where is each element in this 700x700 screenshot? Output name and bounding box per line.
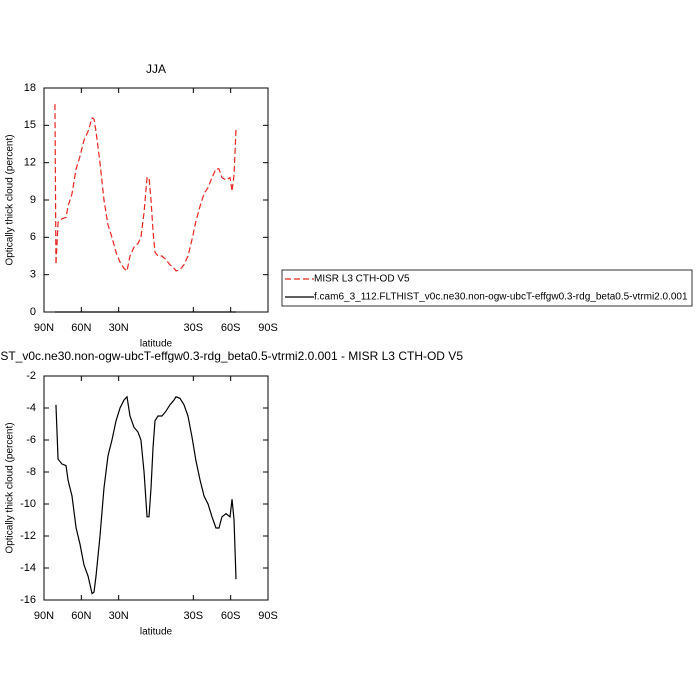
y-tick-label: 12 [24,157,36,169]
y-tick-label: -6 [26,434,36,446]
y-tick-label: 0 [30,306,36,318]
data-line [54,104,237,273]
chart-title: JJA [146,62,166,76]
y-tick-label: -12 [20,530,36,542]
x-axis-label: latitude [140,627,173,638]
chart-title: f.cam6_3_112.FLTHIST_v0c.ne30.non-ogw-ub… [0,349,463,363]
y-tick-label: 3 [30,269,36,281]
y-tick-label: -2 [26,370,36,382]
x-tick-label: 60S [221,610,241,622]
x-tick-label: 60N [71,610,91,622]
x-tick-label: 30N [109,610,129,622]
x-tick-label: 90N [34,322,54,334]
legend-box [281,269,693,307]
y-axis-label: Optically thick cloud (percent) [5,422,16,553]
y-tick-label: 15 [24,119,36,131]
x-tick-label: 30S [184,322,204,334]
y-tick-label: -8 [26,466,36,478]
y-tick-label: 9 [30,194,36,206]
legend-label: f.cam6_3_112.FLTHIST_v0c.ne30.non-ogw-ub… [314,292,688,303]
y-axis-label: Optically thick cloud (percent) [5,134,16,265]
x-tick-label: 30S [184,610,204,622]
y-tick-label: -10 [20,498,36,510]
x-tick-label: 60N [71,322,91,334]
y-tick-label: -14 [20,562,36,574]
x-axis-label: latitude [140,339,173,350]
y-tick-label: 6 [30,231,36,243]
y-tick-label: -4 [26,402,36,414]
legend-label: MISR L3 CTH-OD V5 [314,274,410,285]
plot-frame [43,87,269,313]
y-tick-label: 18 [24,82,36,94]
x-tick-label: 60S [221,322,241,334]
x-tick-label: 90N [34,610,54,622]
plot-frame [43,375,269,601]
x-tick-label: 90S [258,610,278,622]
x-tick-label: 90S [258,322,278,334]
x-tick-label: 30N [109,322,129,334]
y-tick-label: -16 [20,594,36,606]
data-line [55,395,237,595]
